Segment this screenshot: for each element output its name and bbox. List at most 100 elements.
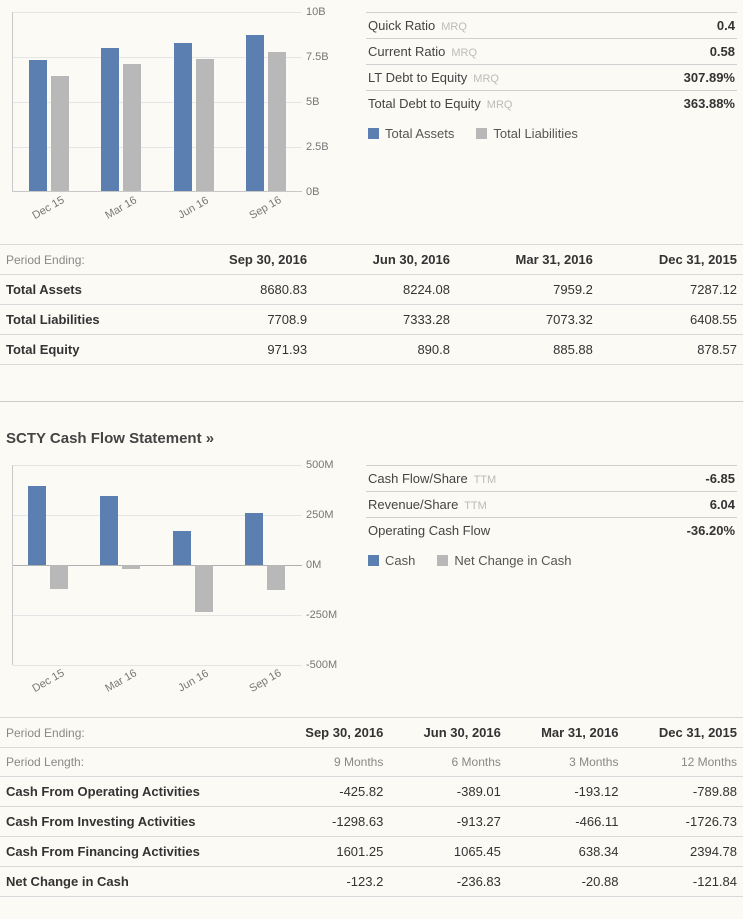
col-header: Jun 30, 2016 <box>389 718 507 748</box>
cashflow-table: Period Ending:Sep 30, 2016Jun 30, 2016Ma… <box>0 717 743 897</box>
metric-value: -36.20% <box>687 523 735 538</box>
y-tick: 2.5B <box>306 141 329 153</box>
row-header: Cash From Investing Activities <box>0 807 271 837</box>
period-label: Period Ending: <box>0 245 169 275</box>
col-header: Mar 31, 2016 <box>456 245 599 275</box>
metric-label: Total Debt to Equity MRQ <box>368 96 512 111</box>
cell: 2394.78 <box>624 837 743 867</box>
cell: 8224.08 <box>313 275 456 305</box>
bar-cash <box>28 486 46 565</box>
row-header: Cash From Operating Activities <box>0 777 271 807</box>
y-tick: 250M <box>306 509 334 521</box>
legend-item: Total Assets <box>368 126 454 141</box>
length-label: Period Length: <box>0 748 271 777</box>
x-label: Dec 15 <box>30 667 66 695</box>
legend-item: Cash <box>368 553 415 568</box>
col-header: Mar 31, 2016 <box>507 718 625 748</box>
cell: 890.8 <box>313 335 456 365</box>
x-label: Jun 16 <box>176 195 211 222</box>
metric-value: 6.04 <box>710 497 735 512</box>
row-header: Total Liabilities <box>0 305 169 335</box>
cashflow-title[interactable]: SCTY Cash Flow Statement » <box>0 430 743 461</box>
cell: 8680.83 <box>169 275 313 305</box>
cell: 7073.32 <box>456 305 599 335</box>
bar-total-assets <box>101 48 119 191</box>
legend-swatch <box>437 555 448 566</box>
metric-label: Operating Cash Flow <box>368 523 490 538</box>
legend-swatch <box>476 128 487 139</box>
col-header: Sep 30, 2016 <box>169 245 313 275</box>
metric-row: Cash Flow/Share TTM -6.85 <box>366 465 737 491</box>
metric-sub: MRQ <box>470 73 499 85</box>
metric-value: 0.58 <box>710 44 735 59</box>
bar-net-change-in-cash <box>122 565 140 569</box>
y-tick: 0B <box>306 186 319 198</box>
chart-legend: Total Assets Total Liabilities <box>366 116 737 151</box>
length-cell: 6 Months <box>389 748 507 777</box>
metric-sub: TTM <box>471 474 496 486</box>
cell: -389.01 <box>389 777 507 807</box>
cell: 971.93 <box>169 335 313 365</box>
y-tick: 5B <box>306 96 319 108</box>
col-header: Jun 30, 2016 <box>313 245 456 275</box>
y-tick: 500M <box>306 459 334 471</box>
x-label: Dec 15 <box>30 194 66 222</box>
metric-row: Revenue/Share TTM 6.04 <box>366 491 737 517</box>
bar-total-assets <box>29 60 47 191</box>
metric-label: LT Debt to Equity MRQ <box>368 70 499 85</box>
metric-sub: MRQ <box>438 21 467 33</box>
cell: 7708.9 <box>169 305 313 335</box>
cell: 1065.45 <box>389 837 507 867</box>
metric-sub: TTM <box>461 500 486 512</box>
bar-total-assets <box>174 43 192 191</box>
row-header: Total Assets <box>0 275 169 305</box>
cell: 7333.28 <box>313 305 456 335</box>
metric-row: Quick Ratio MRQ0.4 <box>366 12 737 38</box>
bar-cash <box>173 531 191 565</box>
y-tick: 0M <box>306 559 321 571</box>
metric-label: Current Ratio MRQ <box>368 44 477 59</box>
cell: -20.88 <box>507 867 625 897</box>
cell: 7287.12 <box>599 275 743 305</box>
metric-value: 363.88% <box>684 96 735 111</box>
period-label: Period Ending: <box>0 718 271 748</box>
section-divider <box>0 401 743 402</box>
y-tick: 7.5B <box>306 51 329 63</box>
cell: 885.88 <box>456 335 599 365</box>
col-header: Dec 31, 2015 <box>599 245 743 275</box>
metric-sub: MRQ <box>484 99 513 111</box>
y-tick: 10B <box>306 6 326 18</box>
legend-item: Net Change in Cash <box>437 553 571 568</box>
length-cell: 9 Months <box>271 748 390 777</box>
metric-value: -6.85 <box>705 471 735 486</box>
metric-sub: MRQ <box>448 47 477 59</box>
cell: -425.82 <box>271 777 390 807</box>
metric-value: 307.89% <box>684 70 735 85</box>
y-tick: -250M <box>306 609 337 621</box>
legend-swatch <box>368 555 379 566</box>
metric-label: Cash Flow/Share TTM <box>368 471 496 486</box>
metric-label: Revenue/Share TTM <box>368 497 487 512</box>
balance-chart: 0B2.5B5B7.5B10B Dec 15Mar 16Jun 16Sep 16 <box>6 12 346 214</box>
length-cell: 3 Months <box>507 748 625 777</box>
legend-swatch <box>368 128 379 139</box>
x-label: Mar 16 <box>103 194 139 222</box>
cell: -789.88 <box>624 777 743 807</box>
cell: -193.12 <box>507 777 625 807</box>
cell: -913.27 <box>389 807 507 837</box>
x-label: Sep 16 <box>247 667 283 695</box>
bar-net-change-in-cash <box>267 565 285 590</box>
cell: -1726.73 <box>624 807 743 837</box>
bar-net-change-in-cash <box>195 565 213 612</box>
col-header: Sep 30, 2016 <box>271 718 390 748</box>
length-cell: 12 Months <box>624 748 743 777</box>
legend-item: Total Liabilities <box>476 126 578 141</box>
cell: -236.83 <box>389 867 507 897</box>
row-header: Net Change in Cash <box>0 867 271 897</box>
bar-total-assets <box>246 35 264 191</box>
x-label: Jun 16 <box>176 668 211 695</box>
col-header: Dec 31, 2015 <box>624 718 743 748</box>
bar-total-liabilities <box>268 52 286 191</box>
x-label: Mar 16 <box>103 667 139 695</box>
balance-metrics: Quick Ratio MRQ0.4 Current Ratio MRQ 0.58 L… <box>366 12 737 214</box>
